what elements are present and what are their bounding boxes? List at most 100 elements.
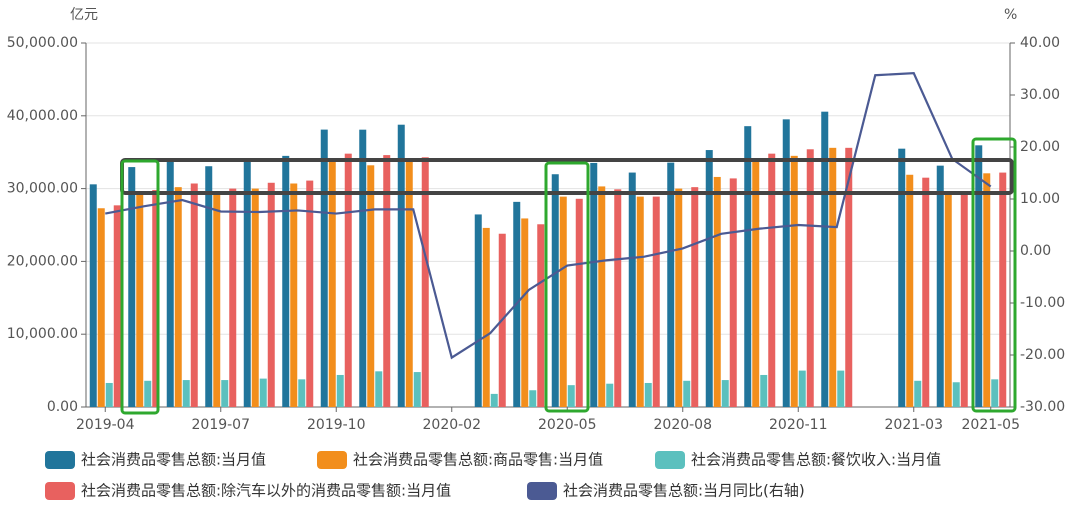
bar <box>128 167 136 407</box>
bar <box>752 161 760 407</box>
legend-swatch <box>527 482 557 500</box>
legend-swatch <box>317 451 347 469</box>
y2-tick-label: -30.00 <box>1020 399 1065 415</box>
bar <box>806 149 814 407</box>
bar <box>243 160 251 407</box>
legend-label: 社会消费品零售总额:除汽车以外的消费品零售额:当月值 <box>81 482 451 500</box>
bar <box>405 160 413 407</box>
highlight-box <box>971 137 1017 413</box>
y2-tick-label: 40.00 <box>1020 35 1060 51</box>
bar <box>551 174 559 407</box>
bar <box>221 380 229 407</box>
bar <box>298 379 306 407</box>
x-tick-label: 2020-05 <box>538 417 597 433</box>
bar <box>144 380 152 407</box>
bar <box>306 180 314 407</box>
bar <box>359 129 367 408</box>
bar <box>490 393 498 407</box>
y2-tick-label: 0.00 <box>1020 243 1051 259</box>
y2-tick-label: 20.00 <box>1020 139 1060 155</box>
bar <box>251 188 259 407</box>
bar <box>559 196 567 407</box>
bar <box>667 162 675 407</box>
bar <box>798 370 806 407</box>
bar <box>182 380 190 407</box>
bar <box>713 176 721 407</box>
bar <box>166 160 174 407</box>
bar <box>936 165 944 407</box>
bar <box>975 145 983 407</box>
bar <box>922 177 930 407</box>
bar <box>705 150 713 407</box>
bar <box>590 162 598 407</box>
bar <box>474 214 482 407</box>
bar <box>790 155 798 407</box>
bar <box>521 218 529 407</box>
y-tick-label: 30,000.00 <box>7 181 78 197</box>
bar <box>267 182 275 407</box>
bar <box>328 161 336 407</box>
bar <box>721 380 729 407</box>
legend-label: 社会消费品零售总额:商品零售:当月值 <box>353 451 603 469</box>
bar <box>413 372 421 407</box>
bar <box>397 124 405 408</box>
bar <box>152 190 160 407</box>
bar <box>537 224 545 407</box>
y-tick-label: 50,000.00 <box>7 35 78 51</box>
x-tick-label: 2019-10 <box>307 417 366 433</box>
y2-tick-label: 30.00 <box>1020 87 1060 103</box>
legend-label: 社会消费品零售总额:当月值 <box>81 451 266 469</box>
bar <box>97 208 105 407</box>
bar <box>691 187 699 407</box>
x-tick-label: 2019-07 <box>192 417 251 433</box>
x-tick-label: 2020-08 <box>654 417 713 433</box>
bar <box>829 147 837 407</box>
bar <box>320 129 328 407</box>
bar <box>282 155 290 407</box>
bar <box>729 178 737 407</box>
legend-swatch <box>45 482 75 500</box>
bar <box>190 183 198 407</box>
bar <box>567 385 575 407</box>
bar <box>744 126 752 407</box>
bar <box>606 383 614 407</box>
bar <box>644 382 652 407</box>
bar <box>999 172 1007 407</box>
annotations <box>120 137 1017 415</box>
legend-swatch <box>45 451 75 469</box>
bar <box>652 196 660 407</box>
bar <box>205 166 213 407</box>
bar <box>290 183 298 407</box>
bar <box>375 371 383 407</box>
bar <box>105 382 113 407</box>
bar <box>421 157 429 407</box>
bar <box>598 186 606 407</box>
bar <box>336 374 344 407</box>
bar <box>383 155 391 407</box>
bar <box>344 153 352 407</box>
bar <box>952 382 960 407</box>
y2-axis-unit: % <box>1004 7 1017 23</box>
y2-tick-label: -10.00 <box>1020 295 1065 311</box>
line <box>105 72 992 360</box>
bar <box>845 147 853 407</box>
y2-tick-label: -20.00 <box>1020 347 1065 363</box>
bar <box>837 370 845 407</box>
bar <box>991 379 999 407</box>
legend-label: 社会消费品零售总额:餐饮收入:当月值 <box>691 451 941 469</box>
bar <box>89 184 97 407</box>
x-tick-label: 2021-03 <box>885 417 944 433</box>
legend-swatch <box>655 451 685 469</box>
bar <box>229 188 237 407</box>
bar <box>683 380 691 407</box>
bar <box>675 188 683 407</box>
bar <box>983 173 991 407</box>
y-tick-label: 10,000.00 <box>7 326 78 342</box>
bar <box>529 390 537 407</box>
bar <box>628 172 636 407</box>
y-tick-label: 20,000.00 <box>7 253 78 269</box>
bar <box>636 196 644 407</box>
bar <box>482 227 490 407</box>
highlight-band <box>120 158 1014 195</box>
